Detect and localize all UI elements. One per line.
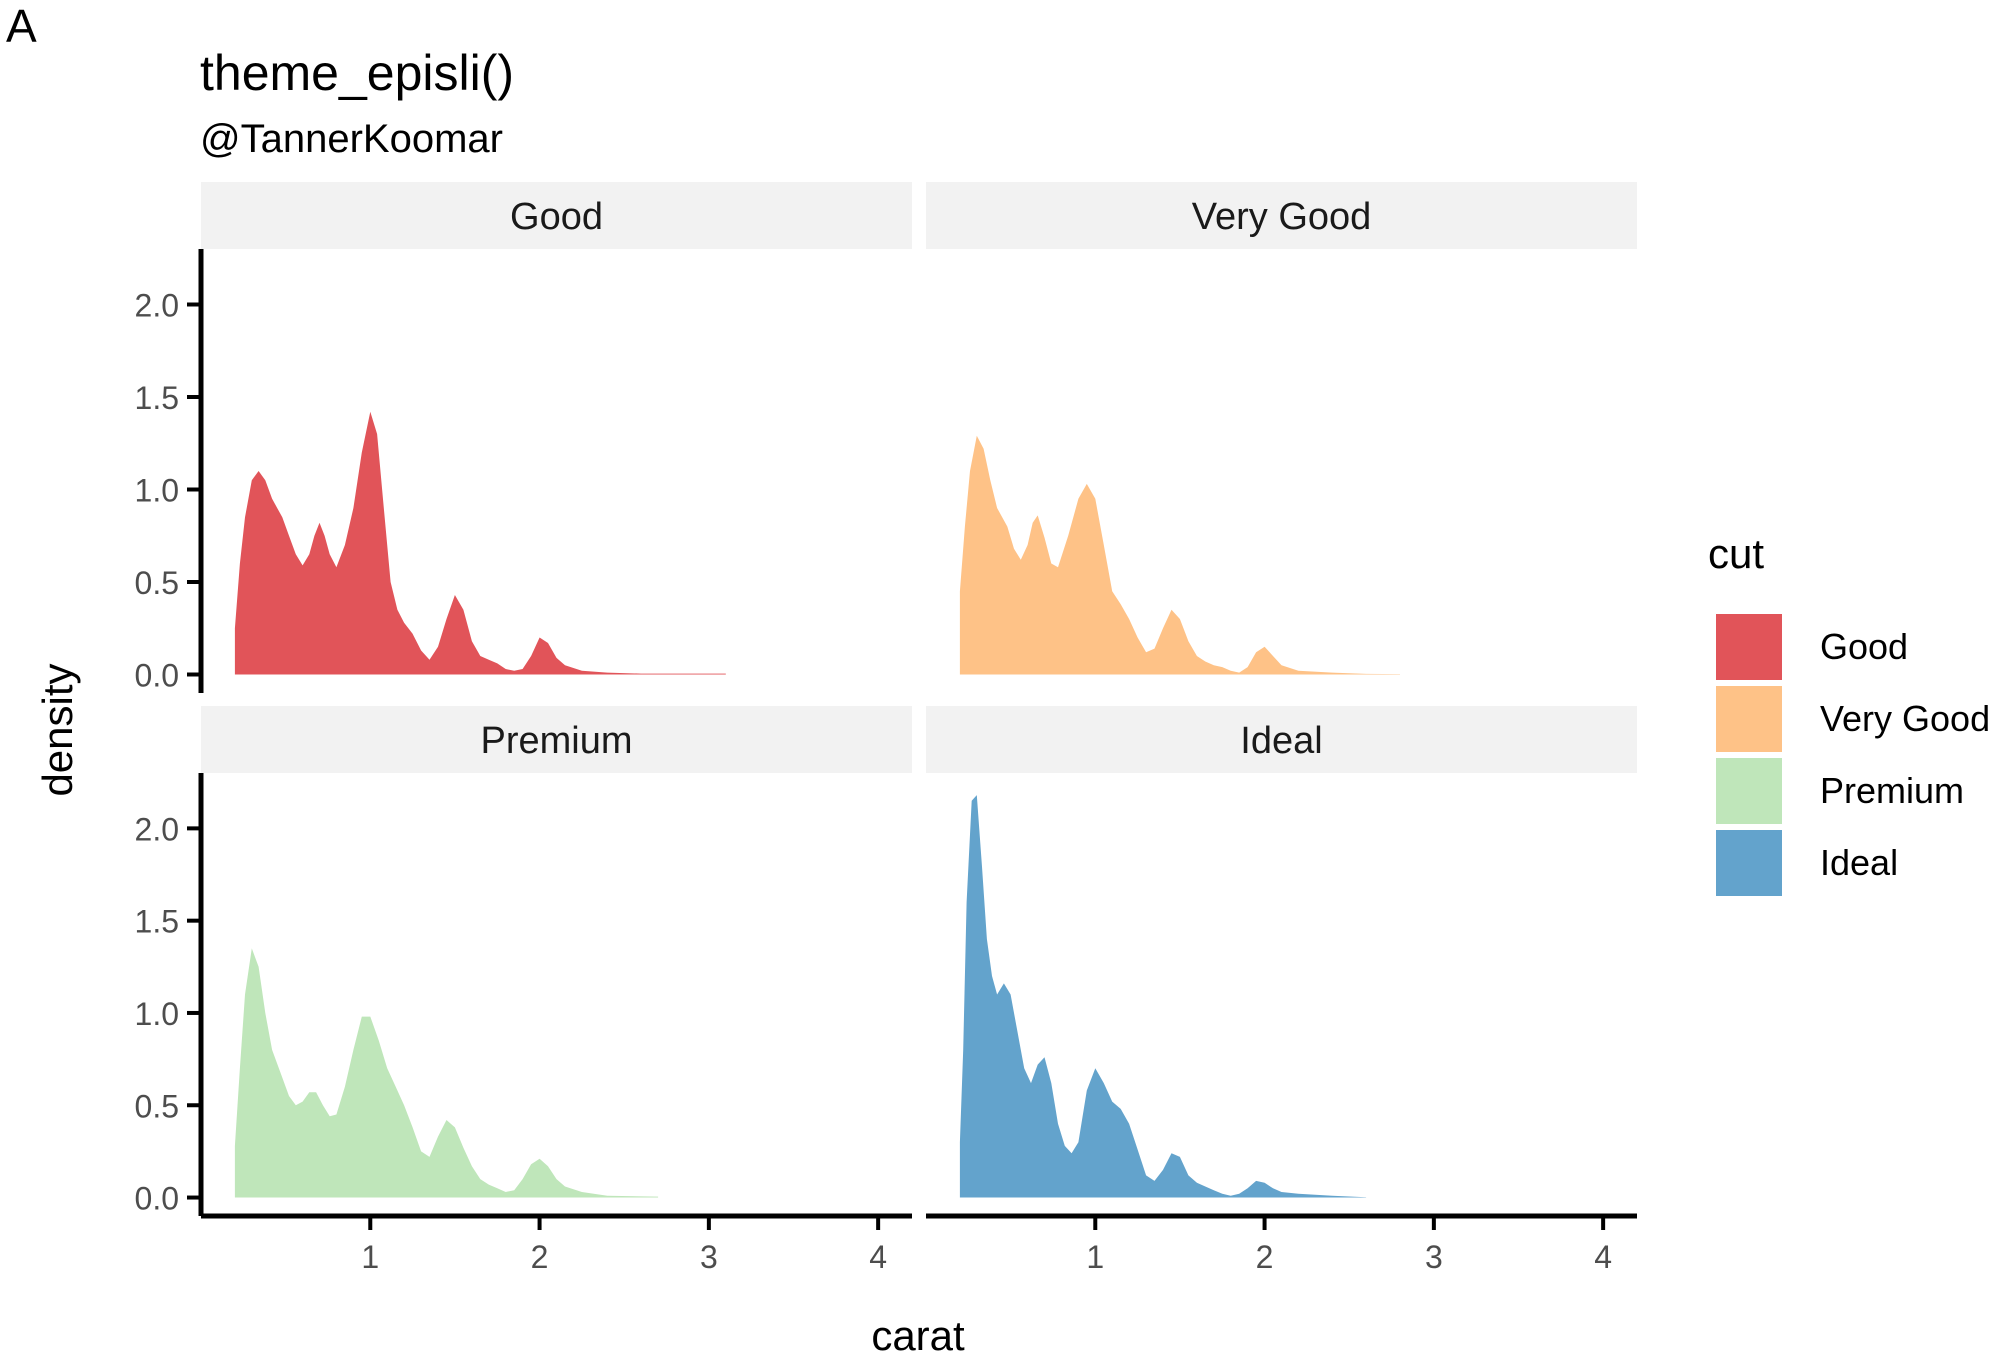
panel-good: Good 0.0 0.5 1.0 1.5 2.0 xyxy=(135,182,912,694)
density-area xyxy=(959,435,1400,675)
density-area xyxy=(959,795,1367,1198)
y-tick-label: 1.0 xyxy=(135,996,179,1032)
panel-very-good: Very Good xyxy=(926,182,1637,675)
x-tick-label: 3 xyxy=(1425,1239,1443,1275)
panel-premium: Premium 0.0 0.5 1.0 1.5 2.0 1 2 3 4 xyxy=(135,706,912,1275)
facet-panels: Good 0.0 0.5 1.0 1.5 2.0 Very Good Premium 0.0 0.… xyxy=(135,182,1637,1275)
x-tick-label: 3 xyxy=(700,1239,718,1275)
facet-strip-label: Premium xyxy=(480,720,632,762)
facet-strip-label: Very Good xyxy=(1192,196,1372,238)
density-area xyxy=(234,948,659,1198)
x-tick-label: 4 xyxy=(1594,1239,1612,1275)
chart-title: theme_episli() xyxy=(200,45,514,101)
legend-label: Premium xyxy=(1820,770,1964,811)
panel-tag: A xyxy=(6,0,37,52)
legend-swatch xyxy=(1716,830,1782,896)
x-axis-title: carat xyxy=(871,1312,965,1359)
panel-ideal: Ideal 1 2 3 4 xyxy=(926,706,1637,1275)
y-tick-label: 0.0 xyxy=(135,1181,179,1217)
facet-strip xyxy=(201,182,912,249)
x-tick-label: 1 xyxy=(1086,1239,1104,1275)
legend-label: Ideal xyxy=(1820,842,1898,883)
y-axis-title: density xyxy=(34,663,81,796)
legend-label: Good xyxy=(1820,626,1908,667)
chart-subtitle: @TannerKoomar xyxy=(200,117,503,161)
legend-title: cut xyxy=(1708,530,1764,577)
legend-swatch xyxy=(1716,686,1782,752)
facet-strip-label: Ideal xyxy=(1240,720,1322,762)
legend-swatch xyxy=(1716,614,1782,680)
y-tick-label: 0.5 xyxy=(135,565,179,601)
facet-strip xyxy=(926,182,1637,249)
y-tick-label: 0.5 xyxy=(135,1088,179,1124)
y-tick-label: 2.0 xyxy=(135,811,179,847)
x-tick-label: 1 xyxy=(361,1239,379,1275)
y-tick-label: 1.5 xyxy=(135,380,179,416)
y-tick-label: 1.0 xyxy=(135,473,179,509)
legend: cut Good Very Good Premium Ideal xyxy=(1708,530,1990,896)
facet-strip xyxy=(201,706,912,773)
x-tick-label: 4 xyxy=(869,1239,887,1275)
density-area xyxy=(234,411,726,675)
y-tick-label: 1.5 xyxy=(135,904,179,940)
x-tick-label: 2 xyxy=(1256,1239,1274,1275)
facet-strip-label: Good xyxy=(510,196,603,238)
legend-label: Very Good xyxy=(1820,698,1990,739)
x-tick-label: 2 xyxy=(531,1239,549,1275)
y-tick-label: 2.0 xyxy=(135,288,179,324)
facet-strip xyxy=(926,706,1637,773)
legend-swatch xyxy=(1716,758,1782,824)
y-tick-label: 0.0 xyxy=(135,658,179,694)
